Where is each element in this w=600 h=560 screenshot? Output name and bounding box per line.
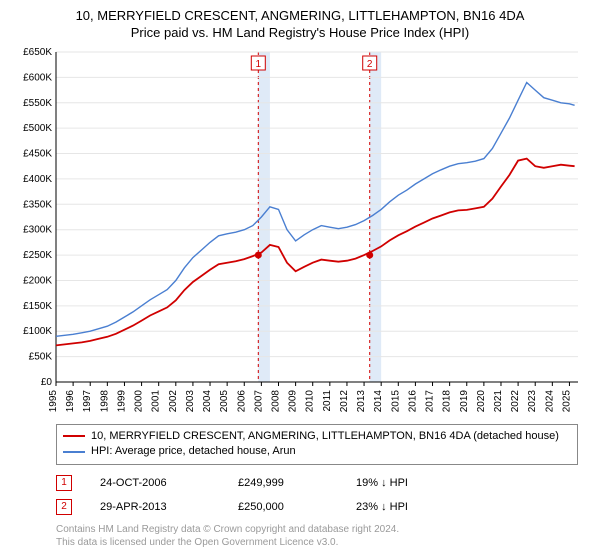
svg-text:2022: 2022 — [510, 389, 521, 412]
svg-text:£450K: £450K — [23, 148, 52, 159]
svg-text:2002: 2002 — [168, 389, 179, 412]
tx-date: 24-OCT-2006 — [100, 477, 210, 489]
marker-badge: 1 — [56, 475, 72, 491]
svg-text:£200K: £200K — [23, 275, 52, 286]
svg-text:2004: 2004 — [202, 389, 213, 412]
svg-text:£50K: £50K — [29, 351, 53, 362]
svg-text:£150K: £150K — [23, 301, 52, 312]
legend-item: HPI: Average price, detached house, Arun — [63, 444, 571, 459]
footnote-line: Contains HM Land Registry data © Crown c… — [56, 523, 578, 536]
svg-text:1995: 1995 — [48, 389, 59, 412]
line-chart-svg: £0 £50K £100K £150K £200K £250K £300K £350K £400… — [10, 46, 590, 416]
chart-area: £0 £50K £100K £150K £200K £250K £300K £350K £400… — [10, 46, 590, 416]
title-line2: Price paid vs. HM Land Registry's House … — [10, 25, 590, 42]
svg-text:2014: 2014 — [373, 389, 384, 412]
svg-text:2017: 2017 — [425, 389, 436, 412]
svg-text:2021: 2021 — [493, 389, 504, 412]
svg-text:2023: 2023 — [527, 389, 538, 412]
legend-label: 10, MERRYFIELD CRESCENT, ANGMERING, LITT… — [91, 429, 559, 444]
svg-text:2008: 2008 — [270, 389, 281, 412]
tx-diff: 19% ↓ HPI — [356, 477, 446, 489]
footnote: Contains HM Land Registry data © Crown c… — [56, 523, 578, 549]
svg-text:2025: 2025 — [561, 389, 572, 412]
svg-text:2010: 2010 — [305, 389, 316, 412]
svg-text:2018: 2018 — [442, 389, 453, 412]
svg-text:2007: 2007 — [253, 389, 264, 412]
svg-text:£650K: £650K — [23, 47, 52, 58]
svg-text:£0: £0 — [41, 377, 53, 388]
svg-text:2001: 2001 — [151, 389, 162, 412]
title-line1: 10, MERRYFIELD CRESCENT, ANGMERING, LITT… — [10, 8, 590, 25]
svg-text:2000: 2000 — [134, 389, 145, 412]
svg-text:2024: 2024 — [544, 389, 555, 412]
tx-date: 29-APR-2013 — [100, 501, 210, 513]
table-row: 1 24-OCT-2006 £249,999 19% ↓ HPI — [56, 475, 578, 491]
svg-text:2015: 2015 — [390, 389, 401, 412]
legend-swatch — [63, 435, 85, 437]
svg-text:2013: 2013 — [356, 389, 367, 412]
chart-title: 10, MERRYFIELD CRESCENT, ANGMERING, LITT… — [10, 8, 590, 42]
svg-text:£250K: £250K — [23, 250, 52, 261]
svg-text:1996: 1996 — [65, 389, 76, 412]
svg-text:2: 2 — [367, 59, 373, 70]
svg-text:£500K: £500K — [23, 123, 52, 134]
svg-text:£550K: £550K — [23, 98, 52, 109]
tx-diff: 23% ↓ HPI — [356, 501, 446, 513]
svg-text:2019: 2019 — [459, 389, 470, 412]
legend-item: 10, MERRYFIELD CRESCENT, ANGMERING, LITT… — [63, 429, 571, 444]
svg-text:1999: 1999 — [116, 389, 127, 412]
svg-text:£100K: £100K — [23, 326, 52, 337]
svg-text:£300K: £300K — [23, 224, 52, 235]
svg-text:£350K: £350K — [23, 199, 52, 210]
svg-text:2003: 2003 — [185, 389, 196, 412]
svg-text:1997: 1997 — [82, 389, 93, 412]
footnote-line: This data is licensed under the Open Gov… — [56, 536, 578, 549]
marker-badge: 2 — [56, 499, 72, 515]
table-row: 2 29-APR-2013 £250,000 23% ↓ HPI — [56, 499, 578, 515]
svg-text:2009: 2009 — [288, 389, 299, 412]
svg-text:2016: 2016 — [407, 389, 418, 412]
svg-text:1: 1 — [256, 59, 262, 70]
svg-text:2020: 2020 — [476, 389, 487, 412]
transactions-table: 1 24-OCT-2006 £249,999 19% ↓ HPI 2 29-AP… — [56, 475, 578, 515]
svg-text:2005: 2005 — [219, 389, 230, 412]
svg-text:2011: 2011 — [322, 389, 333, 411]
legend-swatch — [63, 451, 85, 453]
svg-text:2012: 2012 — [339, 389, 350, 412]
legend-box: 10, MERRYFIELD CRESCENT, ANGMERING, LITT… — [56, 424, 578, 465]
tx-price: £250,000 — [238, 501, 328, 513]
svg-text:£600K: £600K — [23, 72, 52, 83]
svg-text:2006: 2006 — [236, 389, 247, 412]
legend-label: HPI: Average price, detached house, Arun — [91, 444, 296, 459]
tx-price: £249,999 — [238, 477, 328, 489]
svg-text:£400K: £400K — [23, 174, 52, 185]
svg-text:1998: 1998 — [99, 389, 110, 412]
